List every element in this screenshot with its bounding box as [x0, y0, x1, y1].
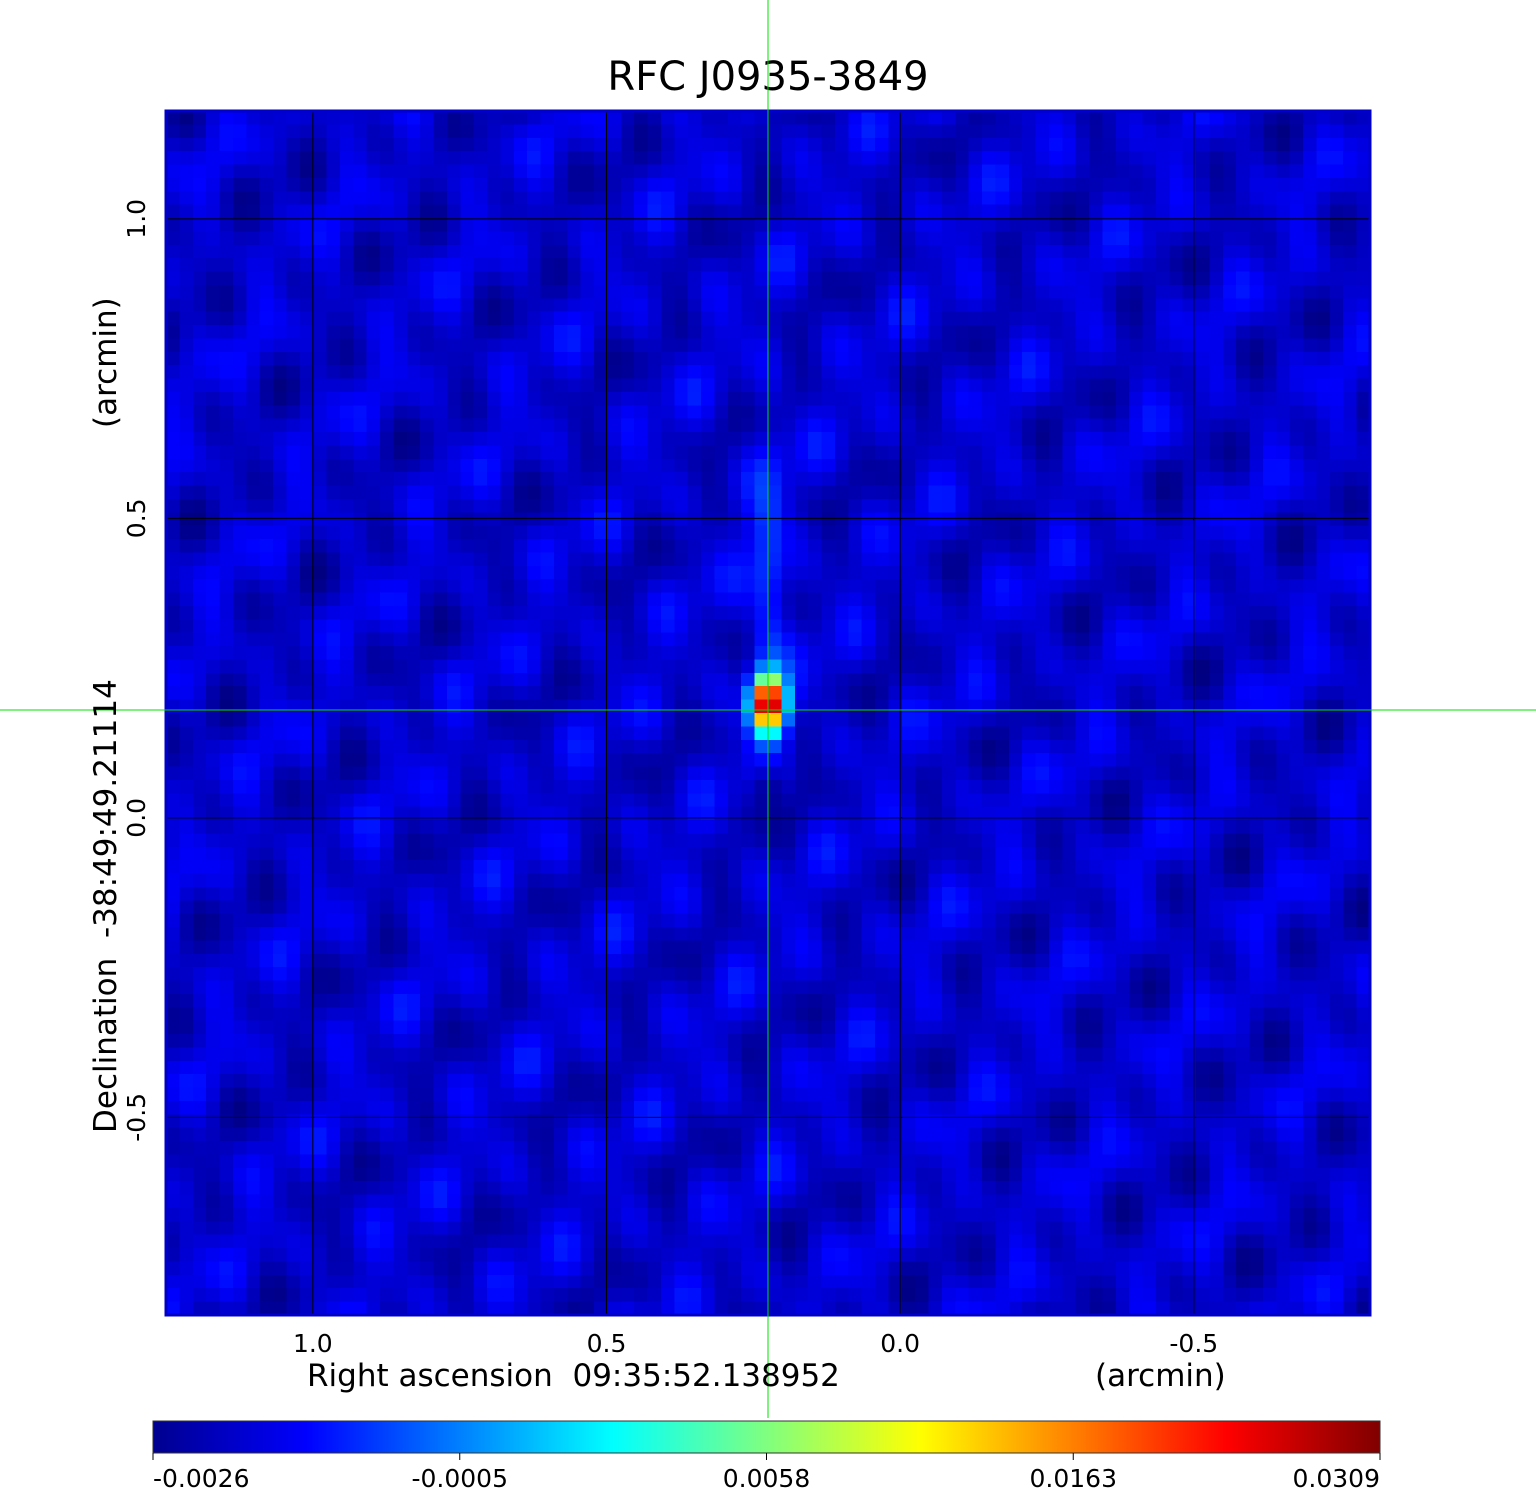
- x-tick-label: 0.5: [587, 1329, 627, 1358]
- y-axis-label: Declination -38:49:49.21114: [88, 679, 124, 1133]
- y-tick-label: -0.5: [122, 1093, 151, 1142]
- y-tick-label: 0.5: [122, 498, 151, 538]
- crosshair: [0, 0, 1536, 1418]
- colorbar-tick-label: -0.0026: [153, 1464, 250, 1493]
- x-tick-label: -0.5: [1169, 1329, 1218, 1358]
- colorbar-tick-label: 0.0058: [723, 1464, 810, 1493]
- colorbar-tick-label: -0.0005: [412, 1464, 509, 1493]
- y-tick-label: 0.0: [122, 798, 151, 838]
- x-axis-label: Right ascension 09:35:52.138952: [307, 1358, 840, 1394]
- y-tick-labels: 1.0 0.5 0.0 -0.5: [122, 199, 151, 1142]
- x-axis-unit: (arcmin): [1095, 1358, 1226, 1394]
- x-tick-labels: 1.0 0.5 0.0 -0.5: [293, 1329, 1218, 1358]
- colorbar-tick-label: 0.0163: [1030, 1464, 1117, 1493]
- x-tick-label: 1.0: [293, 1329, 333, 1358]
- colorbar-tick-labels: -0.0026 -0.0005 0.0058 0.0163 0.0309: [152, 1453, 1381, 1493]
- y-tick-label: 1.0: [122, 199, 151, 239]
- y-axis-unit: (arcmin): [88, 297, 124, 428]
- colorbar-tick-label: 0.0309: [1293, 1464, 1380, 1493]
- x-tick-label: 0.0: [880, 1329, 920, 1358]
- colorbar: [152, 1420, 1381, 1454]
